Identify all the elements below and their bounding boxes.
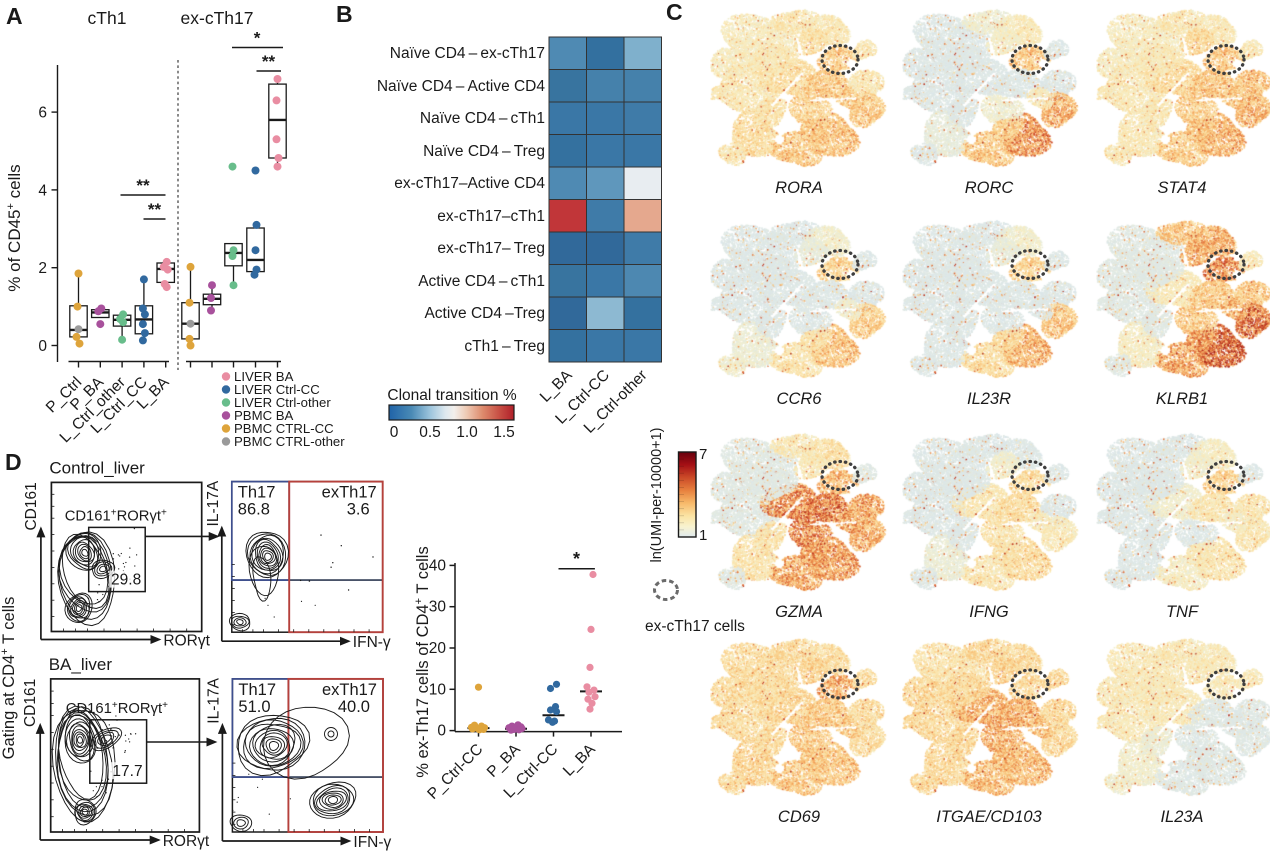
svg-text:BA_liver: BA_liver [49,655,113,674]
svg-text:RORC: RORC [965,179,1014,197]
svg-text:**: ** [148,200,162,219]
svg-text:D: D [5,449,22,475]
svg-text:ex-cTh17– Treg: ex-cTh17– Treg [437,240,545,257]
svg-text:CD161: CD161 [23,482,40,530]
svg-text:L_BA: L_BA [560,740,599,779]
svg-text:4: 4 [38,182,47,199]
svg-text:exTh17: exTh17 [322,484,377,502]
svg-text:7: 7 [699,446,707,463]
svg-text:1.0: 1.0 [456,424,478,441]
svg-text:*: * [573,549,580,569]
svg-text:B: B [336,1,353,27]
svg-text:**: ** [262,52,276,71]
svg-text:17.7: 17.7 [112,763,142,780]
svg-text:3.6: 3.6 [347,501,370,519]
svg-text:RORγt: RORγt [163,633,210,650]
svg-text:ex-cTh17–Active CD4: ex-cTh17–Active CD4 [394,175,545,192]
svg-text:% of CD45+ cells: % of CD45+ cells [5,164,24,291]
svg-text:KLRB1: KLRB1 [1156,390,1208,408]
svg-text:*: * [254,29,261,48]
svg-text:**: ** [136,176,150,195]
svg-text:29.8: 29.8 [111,572,141,589]
svg-text:CD161: CD161 [22,679,39,727]
svg-text:10: 10 [429,681,447,698]
svg-text:IL23A: IL23A [1160,808,1203,826]
svg-text:1.5: 1.5 [493,424,515,441]
svg-text:ITGAE/CD103: ITGAE/CD103 [936,808,1042,826]
svg-text:CCR6: CCR6 [777,390,823,408]
svg-text:LIVER Ctrl-CC: LIVER Ctrl-CC [234,382,320,397]
svg-text:0: 0 [38,338,47,355]
svg-text:IL23R: IL23R [967,390,1011,408]
svg-text:0: 0 [437,723,446,740]
svg-text:ln(UMI-per-10000+1): ln(UMI-per-10000+1) [649,428,665,563]
svg-text:1: 1 [699,527,707,544]
svg-text:IL-17A: IL-17A [205,480,222,526]
svg-text:2: 2 [38,260,47,277]
svg-text:PBMC BA: PBMC BA [234,408,294,423]
svg-text:GZMA: GZMA [775,603,823,621]
svg-text:ex-cTh17 cells: ex-cTh17 cells [645,618,745,635]
svg-text:6: 6 [38,105,47,122]
svg-text:Th17: Th17 [238,484,276,502]
svg-text:A: A [6,3,23,29]
svg-text:ex-cTh17: ex-cTh17 [181,8,254,28]
svg-text:Gating at CD4+ T cells: Gating at CD4+ T cells [0,597,18,760]
svg-text:LIVER Ctrl-other: LIVER Ctrl-other [234,395,331,410]
svg-text:TNF: TNF [1166,603,1199,621]
svg-text:Active CD4 –Treg: Active CD4 –Treg [424,305,545,322]
svg-text:Naïve CD4 – ex-cTh17: Naïve CD4 – ex-cTh17 [390,45,545,62]
svg-text:IL-17A: IL-17A [205,677,222,723]
svg-text:IFNG: IFNG [969,603,1009,621]
svg-text:40.0: 40.0 [338,698,370,716]
svg-text:RORγt: RORγt [163,833,210,850]
svg-text:cTh1: cTh1 [88,8,127,28]
svg-text:Th17: Th17 [238,681,276,699]
svg-text:CD161+RORγt+: CD161+RORγt+ [65,507,167,525]
svg-text:LIVER BA: LIVER BA [234,369,294,384]
svg-text:ex-cTh17–cTh1: ex-cTh17–cTh1 [437,208,545,225]
svg-text:Control_liver: Control_liver [49,458,145,477]
svg-text:0: 0 [390,424,399,441]
svg-text:0.5: 0.5 [419,424,441,441]
svg-text:Active CD4 – cTh1: Active CD4 – cTh1 [418,273,545,290]
svg-text:cTh1 – Treg: cTh1 – Treg [464,338,545,355]
svg-text:20: 20 [429,640,447,657]
svg-text:CD161+RORγt+: CD161+RORγt+ [66,699,168,717]
svg-text:STAT4: STAT4 [1158,179,1207,197]
svg-text:PBMC CTRL-CC: PBMC CTRL-CC [234,421,334,436]
svg-text:RORA: RORA [775,179,823,197]
svg-text:51.0: 51.0 [238,698,270,716]
svg-text:C: C [666,0,683,25]
svg-text:Naïve CD4 – Treg: Naïve CD4 – Treg [423,143,545,160]
svg-text:CD69: CD69 [778,808,820,826]
svg-text:PBMC CTRL-other: PBMC CTRL-other [234,434,345,449]
svg-text:% ex-Th17 cells of CD4+ T cell: % ex-Th17 cells of CD4+ T cells [413,546,432,777]
svg-text:86.8: 86.8 [238,501,270,519]
svg-text:IFN-γ: IFN-γ [353,834,391,851]
svg-text:P_Ctrl-CC: P_Ctrl-CC [424,741,486,803]
svg-text:Naïve CD4 – cTh1: Naïve CD4 – cTh1 [420,110,545,127]
svg-text:IFN-γ: IFN-γ [353,634,391,651]
svg-text:40: 40 [429,557,447,574]
svg-text:30: 30 [429,599,447,616]
svg-text:Naïve CD4 – Active CD4: Naïve CD4 – Active CD4 [377,78,546,95]
svg-text:exTh17: exTh17 [322,681,377,699]
svg-text:Clonal transition %: Clonal transition % [387,387,516,404]
